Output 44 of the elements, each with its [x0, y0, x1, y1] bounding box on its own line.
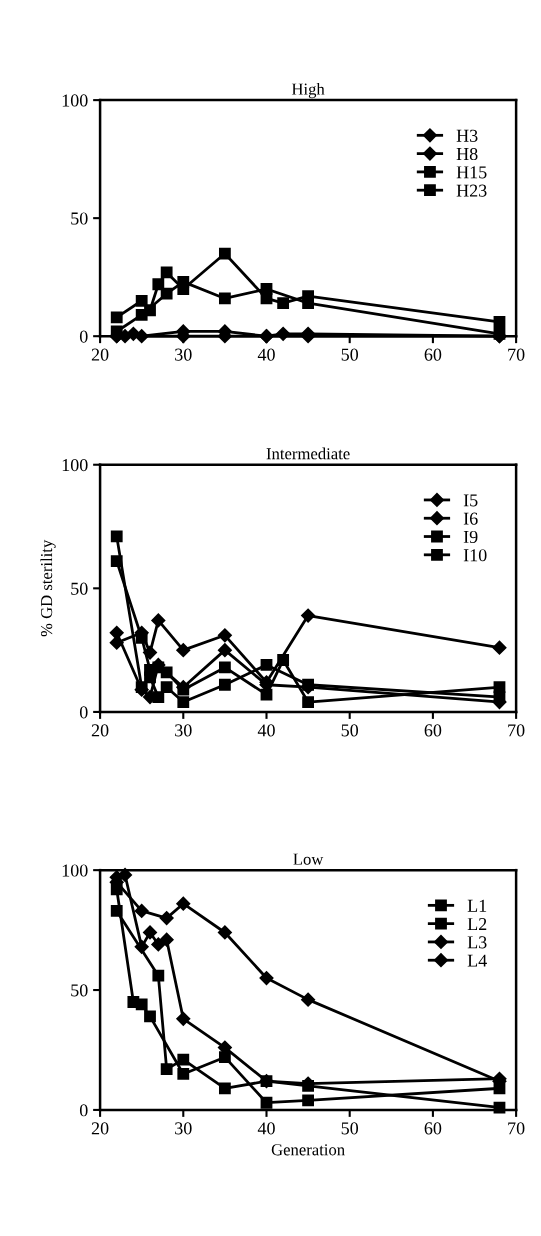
legend-label: H8: [456, 147, 478, 161]
y-tick-label: 0: [79, 1104, 88, 1117]
x-tick-label: 30: [175, 348, 192, 361]
legend-label: I10: [463, 549, 487, 562]
x-tick-label: 20: [91, 348, 109, 361]
chart-title: High: [291, 83, 325, 99]
legend-label: L3: [467, 936, 487, 949]
legend-label: L1: [467, 899, 487, 912]
x-tick-label: 40: [257, 724, 275, 737]
x-tick-label: 50: [341, 1122, 359, 1135]
x-tick-label: 30: [175, 1122, 192, 1135]
x-tick-label: 20: [91, 724, 109, 737]
x-tick-label: 60: [424, 348, 442, 361]
legend-label: I5: [463, 494, 478, 507]
legend-label: I9: [463, 530, 478, 544]
chart-title: Intermediate: [266, 447, 350, 460]
x-tick-label: 40: [257, 1122, 275, 1135]
x-axis-title: Generation: [271, 1144, 345, 1156]
legend-label: H3: [456, 129, 478, 142]
x-tick-label: 30: [175, 724, 192, 737]
legend-label: H15: [456, 166, 487, 179]
x-tick-label: 50: [341, 348, 359, 361]
y-tick-label: 100: [62, 94, 88, 107]
y-tick-label: 50: [71, 212, 88, 225]
y-tick-label: 50: [71, 984, 88, 997]
y-tick-label: 50: [71, 582, 88, 595]
x-tick-label: 70: [508, 724, 525, 737]
x-tick-label: 70: [508, 348, 525, 361]
y-tick-label: 100: [62, 864, 88, 877]
x-tick-label: 40: [257, 348, 275, 361]
y-tick-label: 0: [79, 330, 88, 343]
legend-label: L4: [467, 954, 487, 967]
x-tick-label: 70: [508, 1122, 525, 1135]
legend-label: H23: [456, 184, 487, 197]
y-tick-label: 100: [62, 458, 88, 472]
x-tick-label: 60: [424, 724, 442, 737]
y-axis-title: % GD sterility: [40, 539, 56, 637]
x-tick-label: 20: [91, 1122, 109, 1135]
chart-title: Low: [293, 853, 324, 865]
y-tick-label: 0: [79, 706, 88, 719]
legend-label: I6: [463, 512, 478, 525]
x-tick-label: 60: [424, 1122, 442, 1135]
x-tick-label: 50: [341, 724, 359, 737]
legend-label: L2: [467, 918, 487, 930]
